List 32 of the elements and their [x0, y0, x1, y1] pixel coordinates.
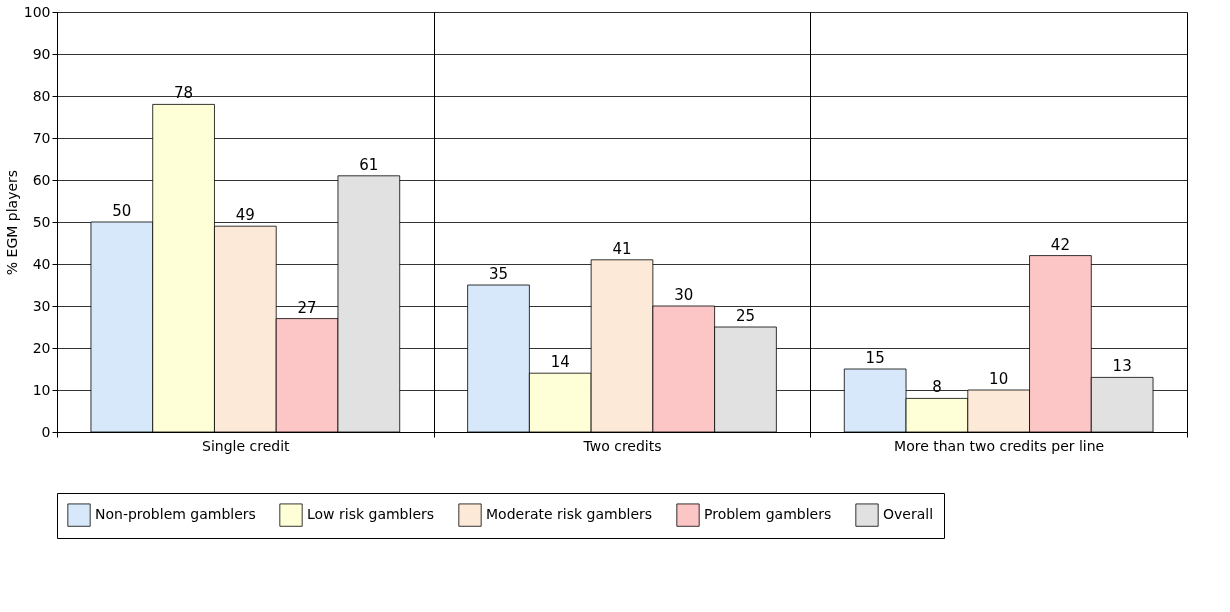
data-label: 13 — [1112, 357, 1132, 376]
data-label: 50 — [112, 202, 132, 220]
x-tick-label: Single credit — [202, 437, 291, 454]
x-tick-label: Two credits — [582, 437, 662, 454]
legend-label: Problem gamblers — [704, 506, 832, 523]
data-label: 49 — [235, 206, 255, 225]
y-axis-title: % EGM players — [3, 169, 20, 276]
y-tick-label: 0 — [41, 423, 51, 440]
data-label: 10 — [989, 370, 1009, 388]
data-label: 15 — [865, 349, 885, 367]
y-tick-label: 100 — [23, 3, 51, 20]
y-tick-label: 90 — [32, 45, 51, 62]
y-tick-label: 30 — [32, 297, 51, 314]
data-label: 25 — [735, 307, 756, 325]
y-tick-label: 10 — [32, 381, 51, 398]
y-tick-label: 40 — [32, 255, 51, 272]
legend-label: Low risk gamblers — [307, 506, 435, 523]
y-tick-label: 70 — [32, 129, 51, 146]
y-tick-label: 50 — [32, 213, 51, 230]
y-tick-label: 60 — [32, 171, 51, 188]
data-label: 30 — [674, 286, 694, 304]
data-label: 41 — [612, 239, 632, 258]
y-tick-label: 20 — [32, 339, 51, 356]
legend-label: Non-problem gamblers — [95, 506, 256, 523]
data-label: 35 — [488, 265, 509, 283]
legend-label: Moderate risk gamblers — [486, 506, 653, 523]
data-label: 14 — [550, 353, 570, 372]
y-tick-label: 80 — [32, 87, 51, 104]
x-tick-label: More than two credits per line — [894, 437, 1105, 454]
legend-label: Overall — [883, 506, 934, 523]
data-label: 61 — [359, 155, 379, 174]
data-label: 42 — [1050, 235, 1070, 254]
